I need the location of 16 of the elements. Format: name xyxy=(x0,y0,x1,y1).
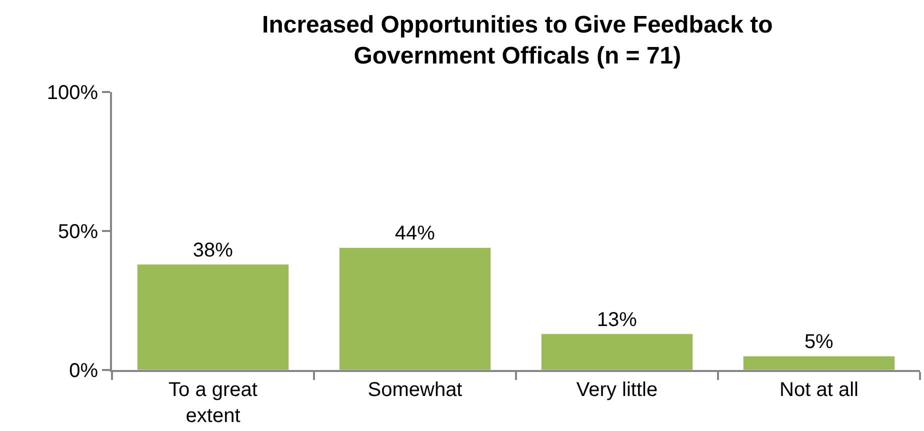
data-label: 38% xyxy=(192,239,234,262)
y-tick-label: 100% xyxy=(46,82,98,104)
data-label: 5% xyxy=(804,331,834,354)
x-tick-label: Somewhat xyxy=(368,379,463,401)
bar xyxy=(541,334,693,370)
bar xyxy=(137,264,289,370)
bar xyxy=(339,247,491,370)
x-tick-label: Very little xyxy=(576,379,658,401)
bar xyxy=(743,356,895,370)
x-tick-label: Not at all xyxy=(780,379,858,401)
y-tick-label: 50% xyxy=(58,221,98,243)
y-tick-label: 0% xyxy=(69,360,98,382)
x-tick-label: To a great extent xyxy=(168,379,258,427)
data-label: 44% xyxy=(394,222,436,245)
data-label: 13% xyxy=(596,308,638,331)
chart-title: Increased Opportunities to Give Feedback to Government Officals (n = 71) xyxy=(262,11,773,70)
